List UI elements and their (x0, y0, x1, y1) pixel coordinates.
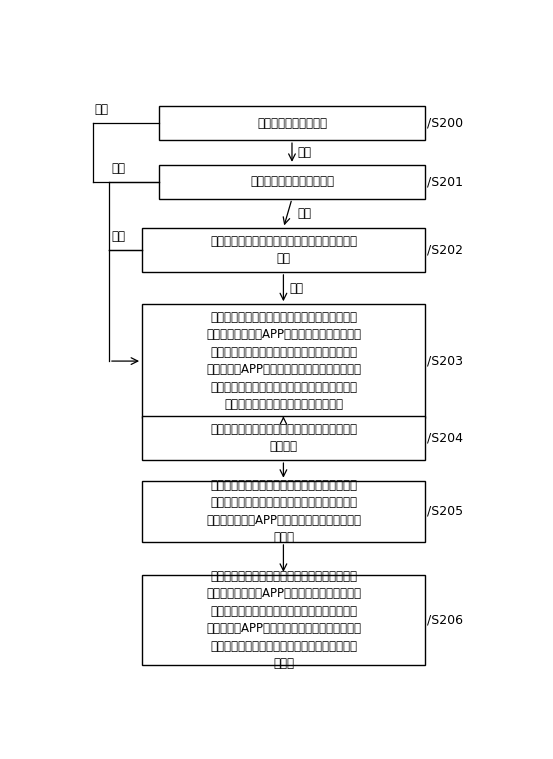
Bar (159, 106, 425, 140)
Text: /S206: /S206 (427, 613, 463, 626)
Text: 若否: 若否 (111, 162, 125, 175)
Bar (142, 304, 425, 418)
Bar (142, 480, 425, 542)
Text: /S201: /S201 (427, 175, 463, 188)
Text: 若是: 若是 (289, 282, 303, 294)
Text: 检测汽车车门是否上锁: 检测汽车车门是否上锁 (257, 117, 327, 130)
Text: 则进一步获取车辆的当前位置信息，当车辆的当
前位置信息信息与预设位置数据不一致时，则向
关联的智能手机APP发出包含当前位置信息的报
警请求: 则进一步获取车辆的当前位置信息，当车辆的当 前位置信息信息与预设位置数据不一致时… (206, 478, 361, 544)
Text: 则抓拍一张或者多张现场照片或者一段视频，并
向关联的智能手机APP发送包括一张或者多张现
场照片或者一段视频的报警请求，以提醒车主通
过智能手机APP生成控制车: 则抓拍一张或者多张现场照片或者一段视频，并 向关联的智能手机APP发送包括一张或… (206, 311, 361, 411)
Text: /S202: /S202 (427, 244, 463, 257)
Bar (142, 417, 425, 460)
Text: 若否: 若否 (111, 230, 125, 243)
Bar (159, 165, 425, 199)
Text: 则进一步检测车内温度是否超过预定的车内温度
域值: 则进一步检测车内温度是否超过预定的车内温度 域值 (210, 235, 357, 266)
Text: 若否: 若否 (95, 103, 109, 116)
Text: 则抓拍一张或者多张现场照片或者一段视频，并
向关联的智能手机APP发送包括一张或者多张现
场照片或者一段视频的报警请求，以提醒车主通
过智能手机APP生成控制汽: 则抓拍一张或者多张现场照片或者一段视频，并 向关联的智能手机APP发送包括一张或… (206, 570, 361, 670)
Text: /S205: /S205 (427, 505, 463, 518)
Text: /S204: /S204 (427, 432, 463, 445)
Bar (142, 575, 425, 666)
Text: /S200: /S200 (427, 117, 463, 130)
Text: 若是: 若是 (298, 146, 312, 159)
Text: 则进一步检测车内是否有人: 则进一步检测车内是否有人 (250, 175, 334, 188)
Text: 若是: 若是 (298, 207, 312, 220)
Text: /S203: /S203 (427, 354, 463, 367)
Bar (142, 228, 425, 272)
Text: 则继续检测车内温度是否超过预定的车内温度域
值的步骤: 则继续检测车内温度是否超过预定的车内温度域 值的步骤 (210, 423, 357, 453)
